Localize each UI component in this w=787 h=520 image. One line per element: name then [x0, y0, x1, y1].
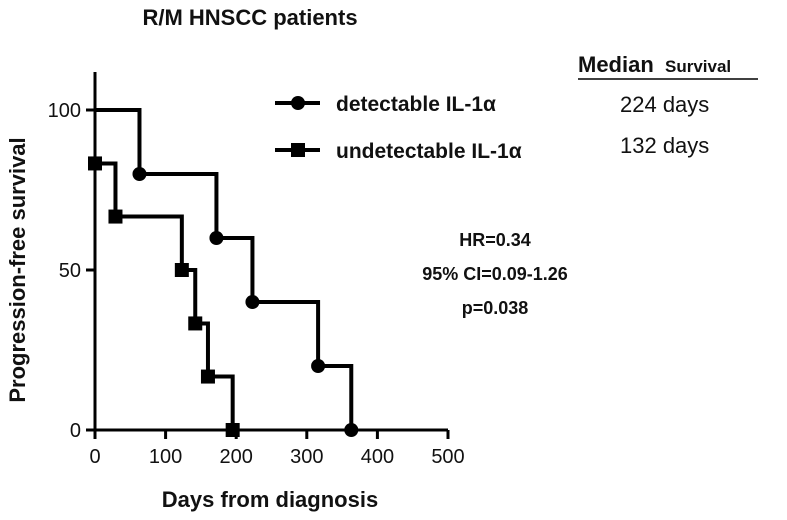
median-header-bold: Median: [578, 52, 654, 77]
y-tick-label: 100: [48, 100, 81, 122]
axes: 0 50 100 0 100 200 300 400 500: [48, 72, 465, 468]
data-point-square: [188, 316, 203, 331]
data-point-square: [200, 369, 215, 384]
legend-label-undetectable: undetectable IL-1α: [336, 140, 522, 163]
stat-ci: 95% CI=0.09-1.26: [422, 264, 568, 284]
median-row-detectable: 224 days: [620, 92, 709, 117]
y-axis-label: Progression-free survival: [5, 137, 30, 402]
data-point-circle: [311, 359, 326, 373]
median-row-undetectable: 132 days: [620, 133, 709, 158]
y-tick-label: 0: [70, 420, 81, 442]
data-point-circle: [132, 167, 147, 181]
x-tick-label: 0: [89, 446, 100, 468]
data-point-circle: [209, 231, 224, 245]
x-tick-label: 100: [149, 446, 182, 468]
median-header-small: Survival: [665, 57, 731, 76]
median-survival-table: Median Survival 224 days 132 days: [578, 52, 758, 158]
stat-p: p=0.038: [462, 298, 529, 318]
stats-annotation: HR=0.34 95% CI=0.09-1.26 p=0.038: [422, 230, 568, 318]
x-tick-label: 500: [431, 446, 464, 468]
stat-hr: HR=0.34: [459, 230, 531, 250]
legend-label-detectable: detectable IL-1α: [336, 93, 496, 116]
legend-circle-marker: [291, 96, 305, 110]
x-tick-label: 400: [361, 446, 394, 468]
survival-curve-detectable: [95, 108, 354, 430]
data-point-square: [174, 263, 189, 277]
series-layer: [88, 108, 359, 437]
chart-title: R/M HNSCC patients: [142, 5, 357, 30]
data-point-circle: [344, 423, 359, 437]
data-point-square: [225, 423, 240, 437]
x-tick-label: 200: [220, 446, 253, 468]
data-point-circle: [245, 295, 260, 309]
data-point-square: [108, 209, 123, 224]
legend: detectable IL-1α undetectable IL-1α: [275, 93, 522, 163]
x-axis-label: Days from diagnosis: [162, 487, 378, 512]
legend-square-marker: [291, 143, 305, 157]
y-tick-label: 50: [59, 260, 81, 282]
survival-curve-undetectable: [95, 161, 235, 430]
data-point-square: [88, 156, 102, 171]
x-tick-label: 300: [290, 446, 323, 468]
